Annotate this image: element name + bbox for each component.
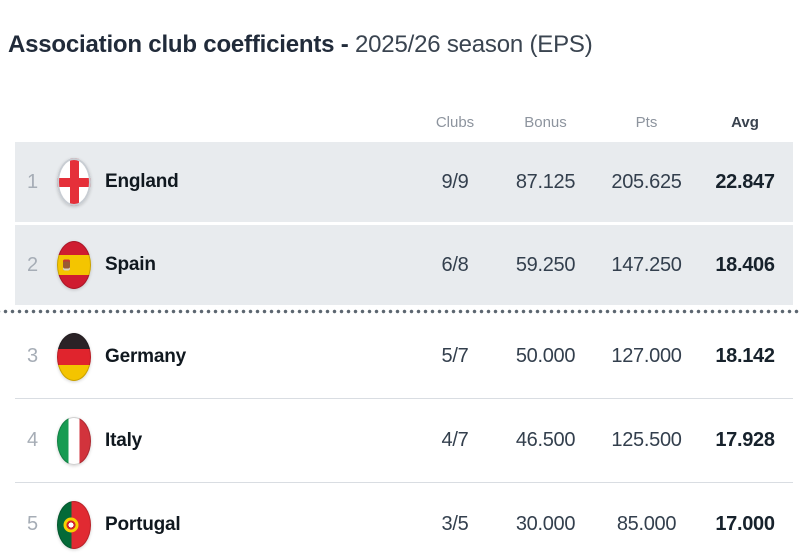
rank-number: 3 (27, 345, 39, 367)
country-flag-icon (57, 332, 91, 381)
country-name: England (105, 171, 179, 192)
clubs-value: 6/8 (441, 253, 469, 276)
pts-value: 127.000 (611, 345, 682, 367)
table-row[interactable]: 3 Germany 5/7 50.000 127.000 18.142 (15, 315, 793, 399)
page-title-main: Association club coefficients - (8, 31, 349, 58)
column-header-avg: Avg (731, 114, 759, 131)
rank-number: 1 (27, 170, 39, 193)
qualified-rows-group: 1 England 9/9 87.125 205.625 22.847 2 Sp… (15, 142, 793, 308)
team-cell: Italy (57, 416, 415, 465)
country-flag-icon (57, 500, 91, 549)
country-name: Italy (105, 429, 143, 451)
table-row[interactable]: 5 Portugal 3/5 30.000 85.000 17.000 (15, 483, 793, 555)
column-header-pts: Pts (635, 114, 658, 131)
country-flag-icon (57, 158, 91, 206)
flag-emblem-icon (63, 259, 70, 271)
page-title-season: 2025/26 season (EPS) (355, 31, 593, 58)
clubs-value: 9/9 (441, 170, 469, 193)
rank-number: 5 (27, 513, 39, 535)
avg-value: 18.142 (715, 345, 775, 367)
table-row[interactable]: 2 Spain 6/8 59.250 147.250 18.406 (15, 225, 793, 308)
table-row[interactable]: 1 England 9/9 87.125 205.625 22.847 (15, 142, 793, 225)
bonus-value: 50.000 (515, 345, 576, 367)
clubs-value: 4/7 (441, 429, 469, 451)
country-flag-icon (57, 416, 91, 465)
avg-value: 22.847 (715, 170, 775, 193)
clubs-value: 3/5 (441, 513, 469, 535)
team-cell: Spain (57, 241, 415, 289)
pts-value: 147.250 (611, 253, 682, 276)
table-row[interactable]: 4 Italy 4/7 46.500 125.500 17.928 (15, 399, 793, 483)
qualification-cutoff-divider (0, 308, 800, 315)
country-flag-icon (57, 241, 91, 289)
clubs-value: 5/7 (441, 345, 469, 367)
pts-value: 85.000 (616, 513, 677, 535)
team-cell: Germany (57, 332, 415, 381)
avg-value: 17.928 (715, 429, 775, 451)
pts-value: 125.500 (611, 429, 682, 451)
team-cell: England (57, 158, 415, 206)
rank-number: 2 (27, 253, 39, 276)
column-header-clubs: Clubs (435, 114, 475, 131)
association-coefficients-table: Clubs Bonus Pts Avg 1 England 9/9 87.125… (0, 99, 800, 555)
avg-value: 18.406 (715, 253, 775, 276)
country-name: Portugal (105, 513, 181, 535)
table-header-row: Clubs Bonus Pts Avg (15, 99, 793, 133)
pts-value: 205.625 (611, 170, 682, 193)
page-title: Association club coefficients - 2025/26 … (8, 30, 800, 59)
country-name: Spain (105, 254, 156, 275)
team-cell: Portugal (57, 500, 415, 549)
bonus-value: 30.000 (515, 513, 576, 535)
bonus-value: 87.125 (515, 170, 576, 193)
bonus-value: 59.250 (515, 253, 576, 276)
column-header-bonus: Bonus (524, 114, 567, 131)
country-name: Germany (105, 345, 186, 367)
bonus-value: 46.500 (515, 429, 576, 451)
rank-number: 4 (27, 429, 39, 451)
flag-emblem-icon (63, 517, 79, 532)
remaining-rows-group: 3 Germany 5/7 50.000 127.000 18.142 4 It… (15, 315, 793, 555)
avg-value: 17.000 (715, 513, 775, 535)
